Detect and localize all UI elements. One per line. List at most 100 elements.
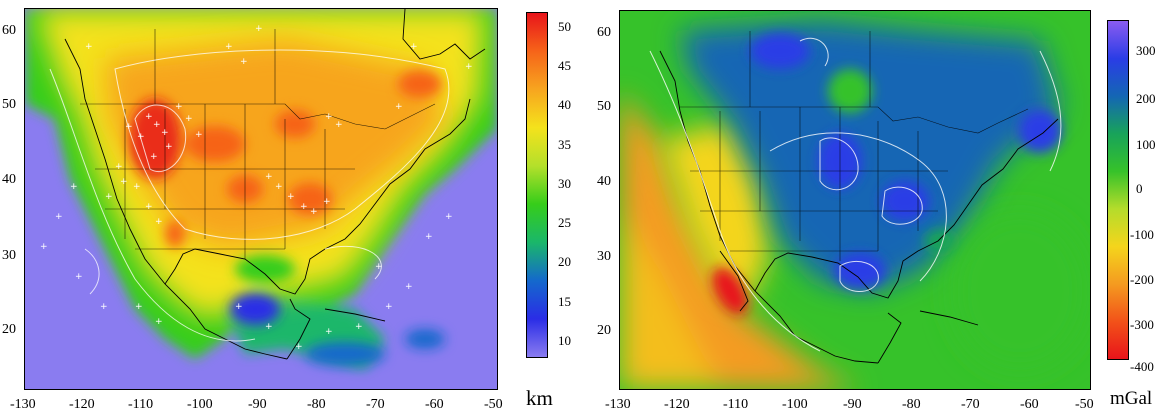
svg-text:+: + (300, 202, 308, 212)
colorbar-tick-0: 0 (1136, 181, 1143, 196)
svg-text:+: + (325, 327, 333, 337)
svg-text:+: + (40, 242, 48, 252)
x-tick-neg50: -50 (484, 397, 503, 412)
colorbar-tick-25: 25 (558, 215, 571, 230)
y-tick-30: 30 (597, 249, 611, 264)
svg-text:+: + (100, 302, 108, 312)
svg-text:+: + (225, 42, 233, 52)
svg-text:+: + (310, 207, 318, 217)
svg-text:+: + (195, 130, 203, 140)
svg-text:+: + (355, 322, 363, 332)
svg-text:+: + (265, 172, 273, 182)
x-tick-neg120: -120 (664, 397, 690, 412)
x-tick-neg60: -60 (1020, 397, 1039, 412)
x-tick-neg70: -70 (961, 397, 980, 412)
svg-text:+: + (105, 192, 113, 202)
x-tick-neg60: -60 (425, 397, 444, 412)
svg-text:+: + (85, 42, 93, 52)
y-tick-30: 30 (2, 248, 16, 263)
svg-text:+: + (133, 182, 141, 192)
svg-text:+: + (295, 342, 303, 352)
svg-text:+: + (120, 177, 128, 187)
y-tick-50: 50 (2, 97, 16, 112)
colorbar-tick-300: 300 (1136, 43, 1156, 58)
svg-text:+: + (235, 302, 243, 312)
colorbar-tick-40: 40 (558, 97, 571, 112)
colorbar-tick-20: 20 (558, 254, 571, 269)
x-tick-neg100: -100 (187, 397, 213, 412)
x-tick-neg120: -120 (69, 397, 95, 412)
colorbar-tick-200: 200 (1136, 91, 1156, 106)
gravity-anomaly-map (619, 10, 1091, 390)
svg-text:+: + (155, 217, 163, 227)
x-tick-neg90: -90 (843, 397, 862, 412)
y-tick-20: 20 (597, 323, 611, 338)
svg-text:+: + (395, 102, 403, 112)
svg-text:+: + (445, 212, 453, 222)
y-tick-50: 50 (597, 99, 611, 114)
svg-text:+: + (335, 120, 343, 130)
x-tick-neg100: -100 (782, 397, 808, 412)
svg-text:+: + (375, 262, 383, 272)
svg-text:+: + (175, 102, 183, 112)
colorbar-tick-15: 15 (558, 294, 571, 309)
y-tick-20: 20 (2, 322, 16, 337)
svg-text:+: + (137, 132, 145, 142)
political-borders (80, 29, 436, 259)
svg-text:+: + (275, 182, 283, 192)
station-markers: ++++ ++++ ++++ ++++ +++ + ++++ ++++ ++++ … (40, 24, 473, 352)
gravity-anomaly-panel: 60 50 40 30 20 -130 -120 -110 -100 -90 -… (585, 0, 1170, 418)
crustal-thickness-map: + + + + + + + + + + + + + + + + + + + + + + + + + + + + + + + + … (24, 8, 498, 390)
svg-text:+: + (161, 128, 169, 138)
svg-text:+: + (70, 182, 78, 192)
y-tick-60: 60 (2, 23, 16, 38)
colorbar-tick-neg400: -400 (1130, 359, 1154, 374)
colorbar-tick-30: 30 (558, 176, 571, 191)
x-tick-neg80: -80 (902, 397, 921, 412)
coastline (64, 9, 486, 360)
x-tick-neg130: -130 (10, 397, 36, 412)
svg-text:+: + (323, 197, 331, 207)
svg-text:+: + (135, 302, 143, 312)
svg-text:+: + (153, 120, 161, 130)
svg-text:+: + (125, 122, 133, 132)
svg-text:+: + (145, 202, 153, 212)
svg-text:+: + (165, 142, 173, 152)
y-tick-40: 40 (597, 174, 611, 189)
svg-text:+: + (325, 112, 333, 122)
svg-text:+: + (465, 62, 473, 72)
x-tick-neg130: -130 (605, 397, 631, 412)
svg-text:+: + (115, 162, 123, 172)
svg-text:+: + (265, 322, 273, 332)
x-tick-neg50: -50 (1075, 397, 1094, 412)
crustal-thickness-colorbar (526, 12, 548, 358)
y-tick-60: 60 (597, 25, 611, 40)
svg-text:+: + (405, 282, 413, 292)
svg-text:+: + (410, 42, 418, 52)
political-borders (680, 31, 1029, 261)
x-tick-neg70: -70 (366, 397, 385, 412)
unit-label-km: km (526, 386, 553, 410)
colorbar-tick-neg100: -100 (1130, 227, 1154, 242)
svg-text:+: + (185, 114, 193, 124)
contour-lines (49, 49, 450, 342)
x-tick-neg110: -110 (128, 397, 154, 412)
colorbar-tick-50: 50 (558, 19, 571, 34)
svg-text:+: + (75, 272, 83, 282)
svg-text:+: + (240, 57, 248, 67)
svg-text:+: + (385, 302, 393, 312)
svg-text:+: + (287, 192, 295, 202)
gravity-anomaly-colorbar (1107, 20, 1129, 360)
svg-text:+: + (150, 152, 158, 162)
crustal-thickness-panel: + + + + + + + + + + + + + + + + + + + + + + + + + + + + + + + + … (2, 8, 571, 412)
unit-label-mgal: mGal (1110, 388, 1153, 409)
x-tick-neg90: -90 (248, 397, 267, 412)
colorbar-tick-100: 100 (1136, 137, 1156, 152)
svg-text:+: + (155, 317, 163, 327)
gravity-anomaly-raster (620, 11, 1090, 389)
svg-text:+: + (55, 212, 63, 222)
svg-text:+: + (255, 24, 263, 34)
x-tick-neg80: -80 (307, 397, 326, 412)
x-tick-neg110: -110 (723, 397, 749, 412)
colorbar-tick-35: 35 (558, 137, 571, 152)
